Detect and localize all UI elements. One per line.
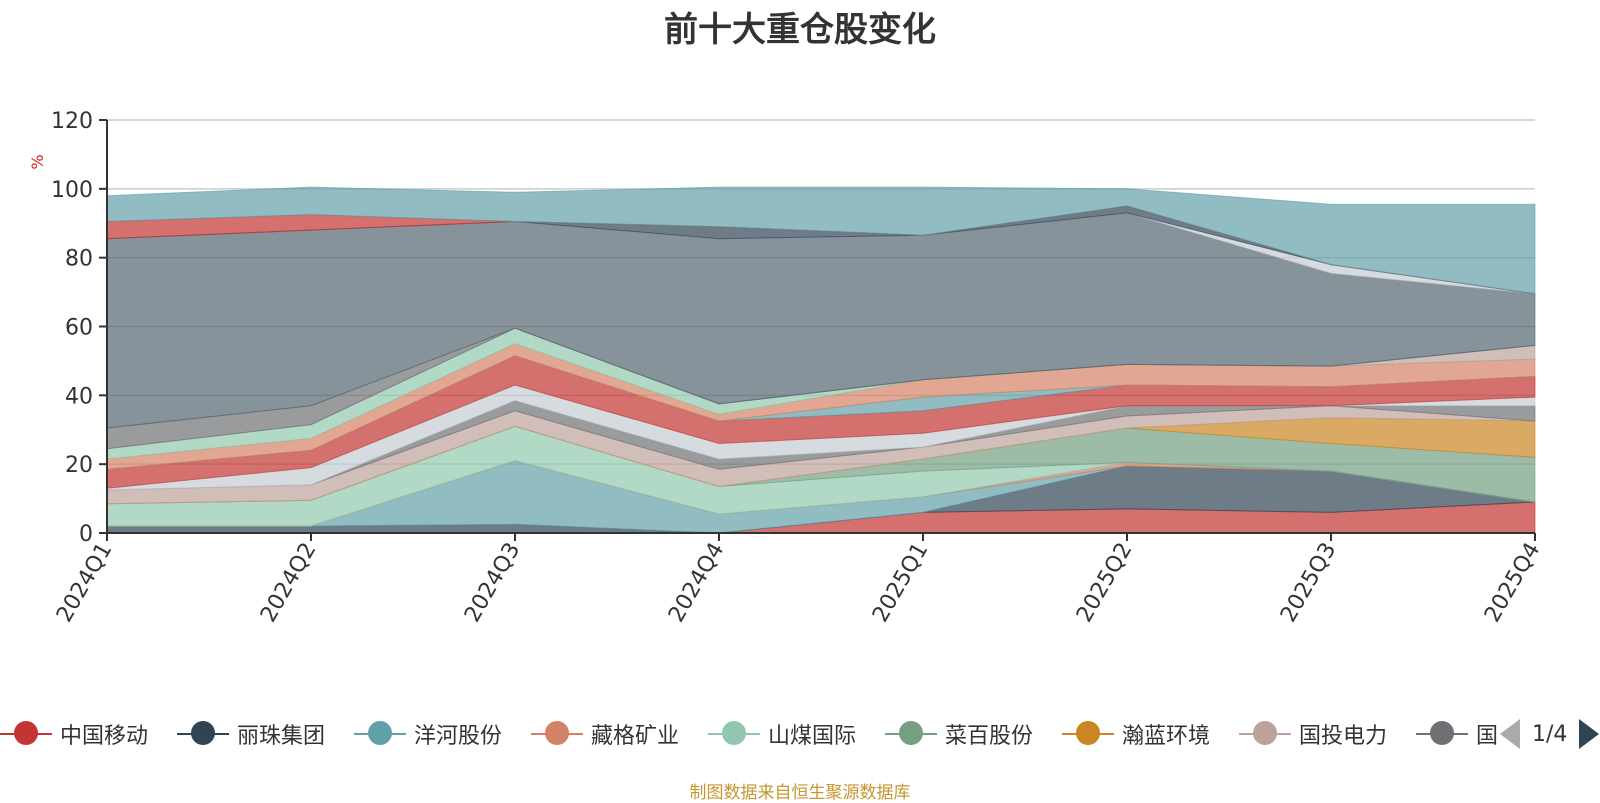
x-tick-label-4: 2025Q1: [868, 539, 933, 627]
legend-marker-icon: [1062, 721, 1114, 745]
legend-marker-icon: [177, 721, 229, 745]
legend-marker-icon: [1239, 721, 1291, 745]
legend-item-2[interactable]: 洋河股份: [354, 714, 502, 754]
legend-dot-icon: [368, 721, 392, 745]
legend-marker-icon: [0, 721, 52, 745]
y-tick-label-2: 40: [65, 384, 93, 409]
y-tick-label-0: 0: [79, 522, 93, 547]
legend-item-4[interactable]: 山煤国际: [708, 714, 856, 754]
legend-marker-icon: [531, 721, 583, 745]
chart-title: 前十大重仓股变化: [664, 10, 936, 50]
legend-dot-icon: [545, 721, 569, 745]
legend-label: 菜百股份: [945, 724, 1034, 749]
source-note: 制图数据来自恒生聚源数据库: [689, 783, 911, 803]
legend-marker-icon: [708, 721, 760, 745]
y-tick-label-4: 80: [65, 247, 93, 272]
legend-dot-icon: [1076, 721, 1100, 745]
x-tick-label-0: 2024Q1: [52, 539, 117, 627]
legend-dot-icon: [1253, 721, 1277, 745]
legend-dot-icon: [722, 721, 746, 745]
legend-label: 瀚蓝环境: [1122, 724, 1211, 749]
legend-item-1[interactable]: 丽珠集团: [177, 714, 325, 754]
legend-label: 丽珠集团: [237, 724, 326, 749]
legend-item-7[interactable]: 国投电力: [1239, 714, 1387, 754]
legend-dot-icon: [899, 721, 923, 745]
y-tick-label-3: 60: [65, 316, 93, 341]
y-tick-label-6: 120: [51, 109, 93, 134]
legend-item-0[interactable]: 中国移动: [0, 714, 148, 754]
legend-label: 中国移动: [60, 724, 149, 749]
area-layer: [106, 186, 1536, 534]
x-tick-label-6: 2025Q3: [1276, 539, 1341, 627]
x-tick-label-3: 2024Q4: [664, 539, 729, 627]
y-tick-label-1: 20: [65, 453, 93, 478]
legend-marker-icon: [885, 721, 937, 745]
legend-marker-icon: [1416, 721, 1468, 745]
legend-next-page-icon[interactable]: [1579, 719, 1600, 749]
legend-item-3[interactable]: 藏格矿业: [531, 714, 679, 754]
legend-pager: 1/4: [1500, 716, 1600, 752]
y-tick-label-5: 100: [51, 178, 93, 203]
legend-label: 国投电力: [1299, 724, 1388, 749]
x-tick-label-7: 2025Q4: [1480, 539, 1545, 627]
x-tick-label-1: 2024Q2: [256, 539, 321, 627]
x-tick-label-2: 2024Q3: [460, 539, 525, 627]
legend-dot-icon: [14, 721, 38, 745]
legend: 中国移动 丽珠集团 洋河股份 藏格矿业 山煤国际 菜百股份 瀚蓝环境 国投电力 国: [0, 714, 1500, 754]
legend-item-8[interactable]: 国: [1416, 714, 1498, 754]
area-series-20: [106, 186, 1536, 295]
legend-item-6[interactable]: 瀚蓝环境: [1062, 714, 1210, 754]
legend-dot-icon: [1430, 721, 1454, 745]
legend-marker-icon: [354, 721, 406, 745]
legend-prev-page-icon[interactable]: [1500, 719, 1520, 749]
legend-label: 洋河股份: [414, 724, 503, 749]
x-tick-label-5: 2025Q2: [1072, 539, 1137, 627]
legend-dot-icon: [191, 721, 215, 745]
stacked-area-chart: 0 20 40 60 80 100 120 2024Q1 2024Q2 2024Q3 2024Q4 2…: [28, 109, 1545, 627]
y-axis-unit-label: %: [28, 154, 47, 169]
legend-item-5[interactable]: 菜百股份: [885, 714, 1033, 754]
legend-label: 国: [1476, 724, 1499, 749]
legend-label: 山煤国际: [768, 724, 857, 749]
legend-label: 藏格矿业: [591, 724, 680, 749]
legend-page-indicator: 1/4: [1532, 721, 1568, 747]
